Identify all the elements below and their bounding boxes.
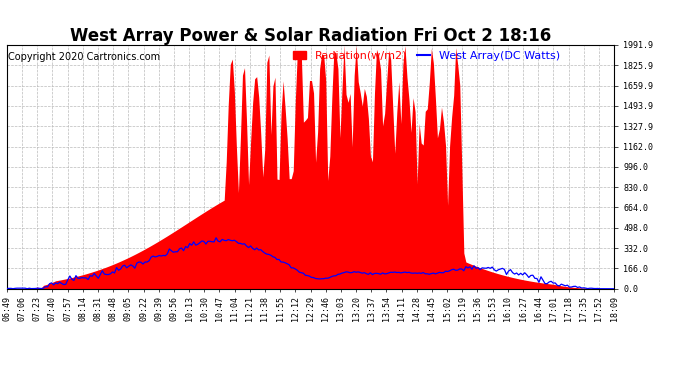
Legend: Radiation(w/m2), West Array(DC Watts): Radiation(w/m2), West Array(DC Watts): [293, 51, 560, 61]
Title: West Array Power & Solar Radiation Fri Oct 2 18:16: West Array Power & Solar Radiation Fri O…: [70, 27, 551, 45]
Text: Copyright 2020 Cartronics.com: Copyright 2020 Cartronics.com: [8, 53, 160, 62]
